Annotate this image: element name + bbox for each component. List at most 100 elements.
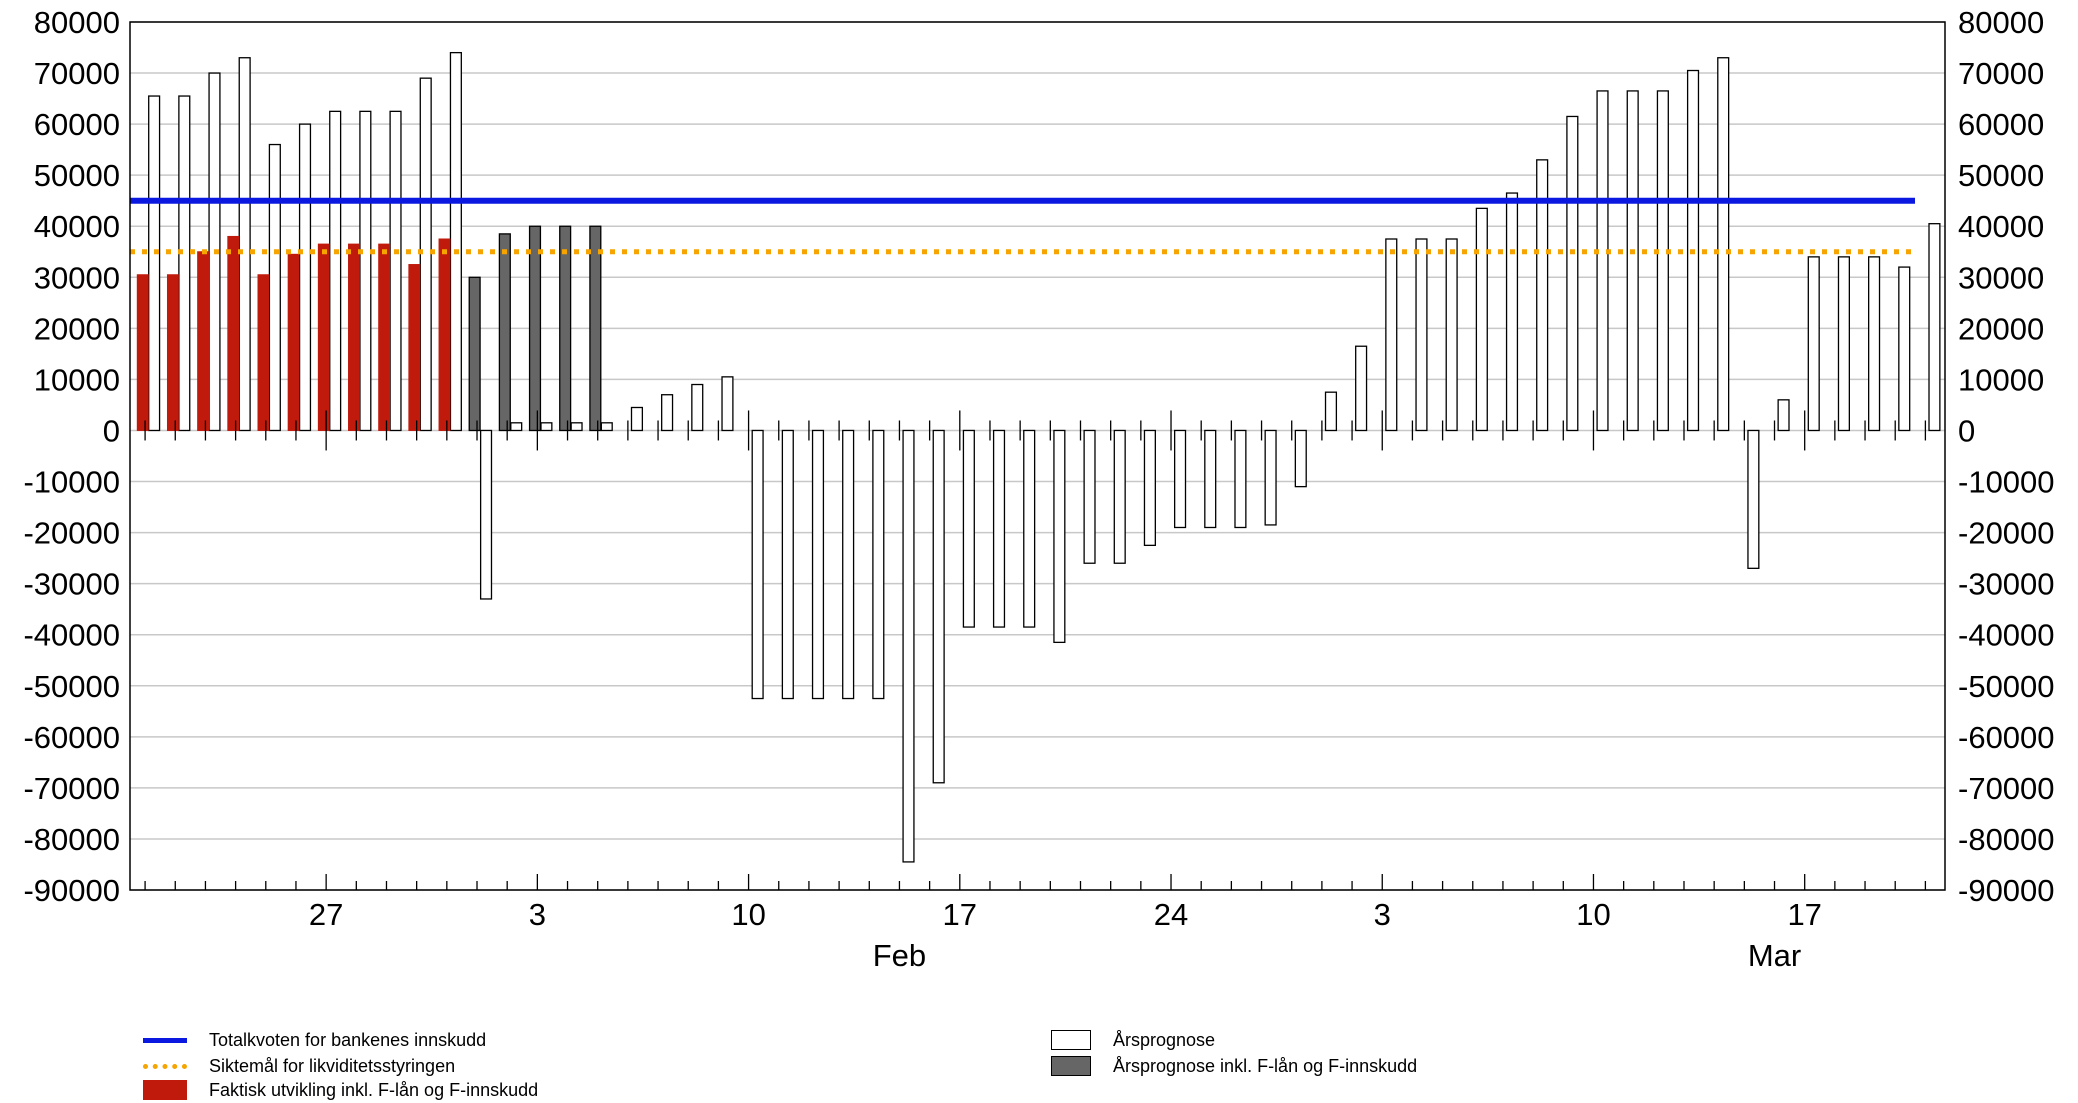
bar-annual-forecast [359, 110, 372, 432]
bar-annual-forecast [1324, 391, 1338, 432]
bar-annual-forecast [1626, 90, 1639, 432]
bar-annual-forecast [962, 429, 975, 628]
gridlines [130, 21, 1945, 891]
y-tick-label-left: 40000 [34, 209, 120, 244]
bar-annual-forecast [992, 429, 1006, 628]
bar-annual-forecast [1566, 115, 1579, 432]
legend-label-annual-forecast-incl: Årsprognose inkl. F-lån og F-innskudd [1113, 1055, 1418, 1076]
y-tick-label-left: 80000 [34, 5, 120, 40]
bar-annual-forecast-incl [559, 225, 572, 432]
x-tick-label: 24 [1154, 897, 1188, 932]
bar-actual [287, 253, 300, 431]
x-month-label: Feb [873, 938, 926, 973]
legend: Totalkvoten for bankenes innskudd Siktem… [0, 1022, 2078, 1101]
bar-annual-forecast-incl [468, 276, 481, 432]
bar-annual-forecast-incl [589, 225, 602, 432]
y-tick-label-right: 10000 [1958, 362, 2044, 397]
legend-label-target: Siktemål for likviditetsstyringen [209, 1055, 456, 1076]
y-tick-label-left: 70000 [34, 56, 120, 91]
tick-labels: 80000 80000 70000 70000 60000 60000 50000 50000… [23, 5, 2054, 973]
y-tick-label-right: 70000 [1958, 56, 2044, 91]
bar-annual-forecast [1173, 429, 1187, 529]
x-tick-label: 27 [309, 897, 343, 932]
y-tick-label-left: -60000 [23, 720, 120, 755]
bar-annual-forecast [1717, 57, 1730, 432]
legend-swatch-annual-forecast [1051, 1030, 1091, 1050]
bar-annual-forecast [449, 51, 462, 432]
y-tick-label-right: 0 [1958, 413, 1975, 448]
bar-annual-forecast [721, 376, 734, 432]
bar-annual-forecast [1596, 90, 1609, 432]
bar-annual-forecast [329, 110, 342, 432]
bar-annual-forecast [479, 429, 493, 600]
y-tick-label-left: 0 [103, 413, 120, 448]
bar-annual-forecast [1505, 192, 1519, 432]
bar-annual-forecast [1143, 429, 1156, 547]
reference-lines [130, 197, 1915, 255]
y-tick-label-left: 50000 [34, 158, 120, 193]
bar-annual-forecast [1234, 429, 1247, 529]
y-tick-label-right: -40000 [1958, 618, 2055, 653]
legend-label-actual: Faktisk utvikling inkl. F-lån og F-innsk… [209, 1079, 539, 1100]
bar-annual-forecast [178, 95, 191, 432]
bar-annual-forecast [1656, 90, 1669, 432]
bar-annual-forecast [600, 422, 613, 432]
y-tick-label-right: 20000 [1958, 311, 2044, 346]
bar-annual-forecast [1868, 256, 1881, 432]
x-tick-label: 10 [1576, 897, 1610, 932]
bar-annual-forecast [389, 110, 402, 432]
bar-annual-forecast [1113, 429, 1126, 564]
x-tick-label: 17 [943, 897, 977, 932]
bar-annual-forecast [510, 422, 523, 432]
y-tick-label-right: -50000 [1958, 669, 2055, 704]
bar-annual-forecast [268, 143, 281, 432]
bar-annual-forecast [1536, 159, 1549, 432]
bar-actual [197, 251, 210, 431]
bar-annual-forecast [1475, 207, 1488, 432]
bar-actual [166, 274, 179, 431]
bar-actual [408, 264, 421, 431]
legend-swatch-actual [143, 1080, 187, 1100]
y-tick-label-right: -20000 [1958, 516, 2055, 551]
x-tick-label: 10 [731, 897, 765, 932]
bar-actual [438, 238, 451, 431]
legend-item-annual-forecast: Årsprognose [1051, 1027, 1215, 1053]
bar-actual [378, 243, 391, 431]
bar-annual-forecast [1777, 399, 1790, 432]
bar-annual-forecast-incl [498, 233, 511, 432]
bar-annual-forecast [1294, 429, 1307, 488]
bar-actual [348, 243, 360, 431]
bar-annual-forecast [1355, 345, 1368, 432]
x-month-label: Mar [1748, 938, 1801, 973]
bar-annual-forecast [1898, 266, 1911, 432]
y-tick-label-right: -60000 [1958, 720, 2055, 755]
axes [129, 21, 1946, 891]
bars [136, 51, 1941, 863]
chart: 80000 80000 70000 70000 60000 60000 50000 50000… [23, 5, 2054, 973]
y-tick-label-left: -40000 [23, 618, 120, 653]
x-tick-label: 3 [1374, 897, 1391, 932]
y-tick-label-right: -70000 [1958, 771, 2055, 806]
bar-annual-forecast [1837, 256, 1850, 432]
bar-annual-forecast [932, 429, 945, 784]
y-tick-label-left: 10000 [34, 362, 120, 397]
bar-annual-forecast [1023, 429, 1036, 628]
bar-annual-forecast [1053, 429, 1066, 644]
legend-swatch-annual-forecast-incl [1051, 1056, 1091, 1076]
bar-annual-forecast [238, 57, 251, 432]
legend-label-annual-forecast: Årsprognose [1113, 1029, 1216, 1050]
bar-annual-forecast-incl [528, 225, 542, 432]
x-tick-label: 3 [529, 897, 546, 932]
y-tick-label-right: -90000 [1958, 873, 2055, 908]
y-tick-label-left: 60000 [34, 107, 120, 142]
bar-annual-forecast [1204, 429, 1217, 529]
bar-annual-forecast [630, 406, 644, 432]
legend-item-target: Siktemål for likviditetsstyringen [143, 1053, 455, 1079]
bar-annual-forecast [872, 429, 885, 700]
bar-actual [136, 274, 149, 431]
legend-item-actual: Faktisk utvikling inkl. F-lån og F-innsk… [143, 1077, 538, 1103]
bar-actual [257, 274, 270, 431]
y-tick-label-left: 20000 [34, 311, 120, 346]
legend-item-total-quota: Totalkvoten for bankenes innskudd [143, 1027, 486, 1053]
y-tick-label-left: -10000 [23, 465, 120, 500]
